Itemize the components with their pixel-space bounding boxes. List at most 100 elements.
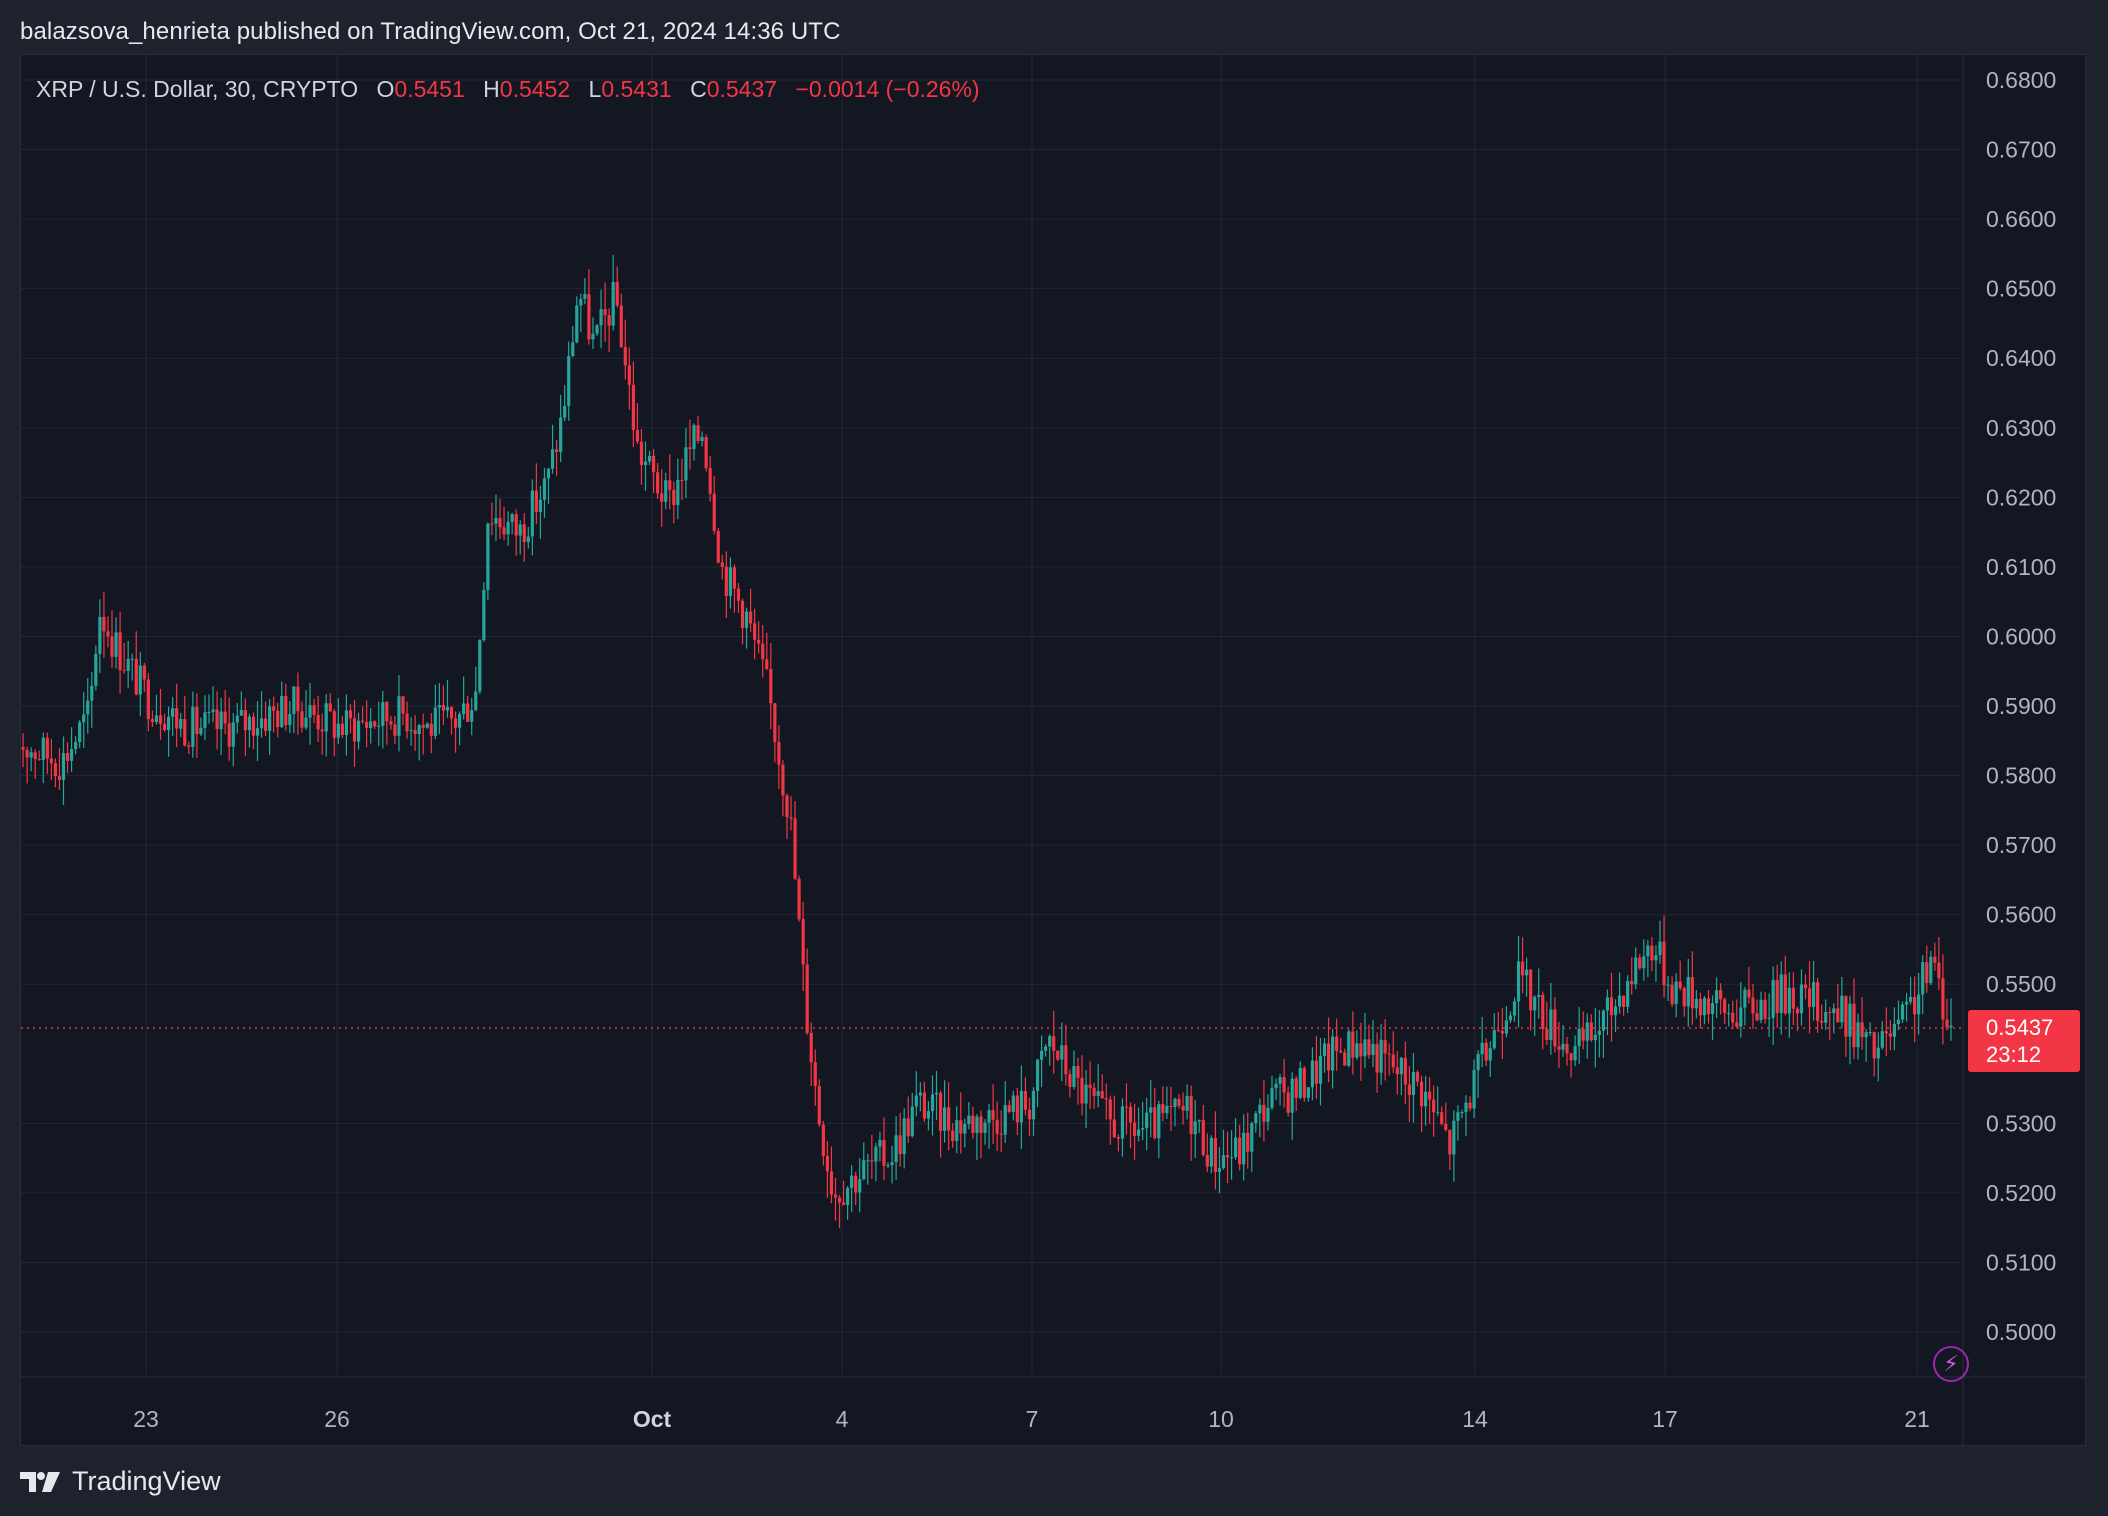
candle — [1436, 1086, 1440, 1117]
candle — [328, 693, 332, 713]
candle — [777, 724, 781, 789]
candle — [1949, 998, 1953, 1041]
candle — [308, 682, 312, 745]
close-value: 0.5437 — [706, 76, 778, 102]
y-tick-label: 0.5700 — [1986, 832, 2056, 858]
candle — [1719, 983, 1723, 1015]
candle — [801, 901, 805, 991]
chart-panel[interactable]: 0.6800 0.6700 0.6600 0.6500 0.6400 0.6300 0.62… — [20, 54, 2087, 1447]
candle — [1092, 1082, 1096, 1109]
y-tick-label: 0.5300 — [1986, 1110, 2056, 1136]
y-tick-label: 0.6800 — [1986, 67, 2056, 93]
candle — [963, 1118, 967, 1148]
candle — [1864, 1028, 1868, 1062]
candle — [1666, 976, 1670, 1001]
candle — [1314, 1035, 1319, 1099]
candle — [716, 527, 720, 564]
candle — [154, 694, 159, 725]
candle — [110, 610, 114, 669]
candle — [1860, 997, 1864, 1050]
candle — [546, 467, 551, 504]
candle — [1824, 999, 1828, 1030]
candle — [1387, 1043, 1391, 1076]
candle — [1585, 1013, 1589, 1059]
candle — [1100, 1074, 1104, 1099]
candle — [757, 621, 761, 654]
candle — [1852, 978, 1856, 1060]
candle — [1836, 983, 1840, 1023]
candle — [1807, 961, 1812, 1034]
candle — [1031, 1087, 1036, 1136]
publisher-caption: balazsova_henrieta published on TradingV… — [20, 18, 841, 45]
y-tick-label: 0.5800 — [1986, 763, 2056, 789]
candle — [1832, 1003, 1836, 1034]
candle — [1440, 1106, 1444, 1126]
candle — [1670, 976, 1674, 1008]
candle — [1723, 997, 1727, 1024]
candle — [45, 732, 49, 774]
candle — [1884, 1007, 1888, 1057]
high-label: H — [483, 76, 500, 102]
lightning-bolt-icon[interactable]: ⚡ — [1933, 1346, 1969, 1382]
tradingview-logo[interactable]: TradingView — [20, 1466, 221, 1497]
candle — [203, 695, 207, 741]
candle — [1840, 976, 1844, 1029]
candle — [457, 711, 462, 746]
candle — [1432, 1085, 1436, 1137]
candle — [1076, 1057, 1080, 1105]
candle — [356, 712, 361, 750]
candle — [251, 712, 256, 749]
candle — [1876, 1032, 1880, 1082]
candle — [150, 710, 155, 728]
candle — [1690, 951, 1694, 1025]
candle — [1040, 1035, 1044, 1088]
candle — [1116, 1134, 1120, 1152]
candle — [268, 699, 272, 755]
candle — [29, 747, 33, 772]
candle — [1238, 1124, 1242, 1171]
candle — [393, 716, 397, 745]
candle — [1145, 1097, 1149, 1151]
candle — [1529, 968, 1533, 1031]
candle — [858, 1158, 862, 1213]
candle — [138, 651, 142, 717]
candle — [1217, 1147, 1222, 1194]
candle — [332, 708, 336, 757]
candle — [1626, 975, 1630, 1013]
y-tick-label: 0.6000 — [1986, 623, 2056, 649]
candle — [1157, 1100, 1161, 1159]
candle — [1137, 1107, 1141, 1142]
candle — [1007, 1100, 1011, 1114]
candle — [660, 469, 664, 527]
candle — [1933, 942, 1937, 971]
candle — [1306, 1086, 1310, 1102]
candle — [554, 439, 559, 476]
low-value: 0.5431 — [601, 76, 672, 102]
candle — [263, 701, 268, 736]
candle — [676, 458, 680, 520]
candle — [1035, 1058, 1040, 1108]
candle — [619, 293, 623, 349]
open-value: 0.5451 — [394, 76, 465, 102]
candle — [1177, 1094, 1181, 1109]
y-tick-label: 0.5900 — [1986, 693, 2056, 719]
time-axis[interactable]: 23 26 Oct 4 7 10 14 17 21 — [133, 1406, 1930, 1432]
candle — [304, 690, 308, 730]
candle — [284, 683, 288, 731]
candle — [599, 289, 603, 349]
price-axis[interactable]: 0.6800 0.6700 0.6600 0.6500 0.6400 0.6300 0.62… — [1986, 67, 2056, 1345]
candle — [1108, 1095, 1112, 1145]
candle — [910, 1092, 914, 1138]
candle — [1743, 986, 1747, 1026]
candle — [817, 1079, 821, 1127]
candle — [1622, 995, 1626, 1016]
candle — [316, 696, 320, 742]
candle — [878, 1131, 882, 1162]
x-tick-label: 17 — [1652, 1406, 1678, 1432]
candle — [1925, 945, 1929, 993]
candle — [336, 698, 340, 744]
candlestick-chart[interactable]: 0.6800 0.6700 0.6600 0.6500 0.6400 0.6300 0.62… — [21, 55, 2087, 1447]
x-tick-label: 26 — [324, 1406, 350, 1432]
y-tick-label: 0.5200 — [1986, 1180, 2056, 1206]
x-tick-label: 14 — [1462, 1406, 1488, 1432]
